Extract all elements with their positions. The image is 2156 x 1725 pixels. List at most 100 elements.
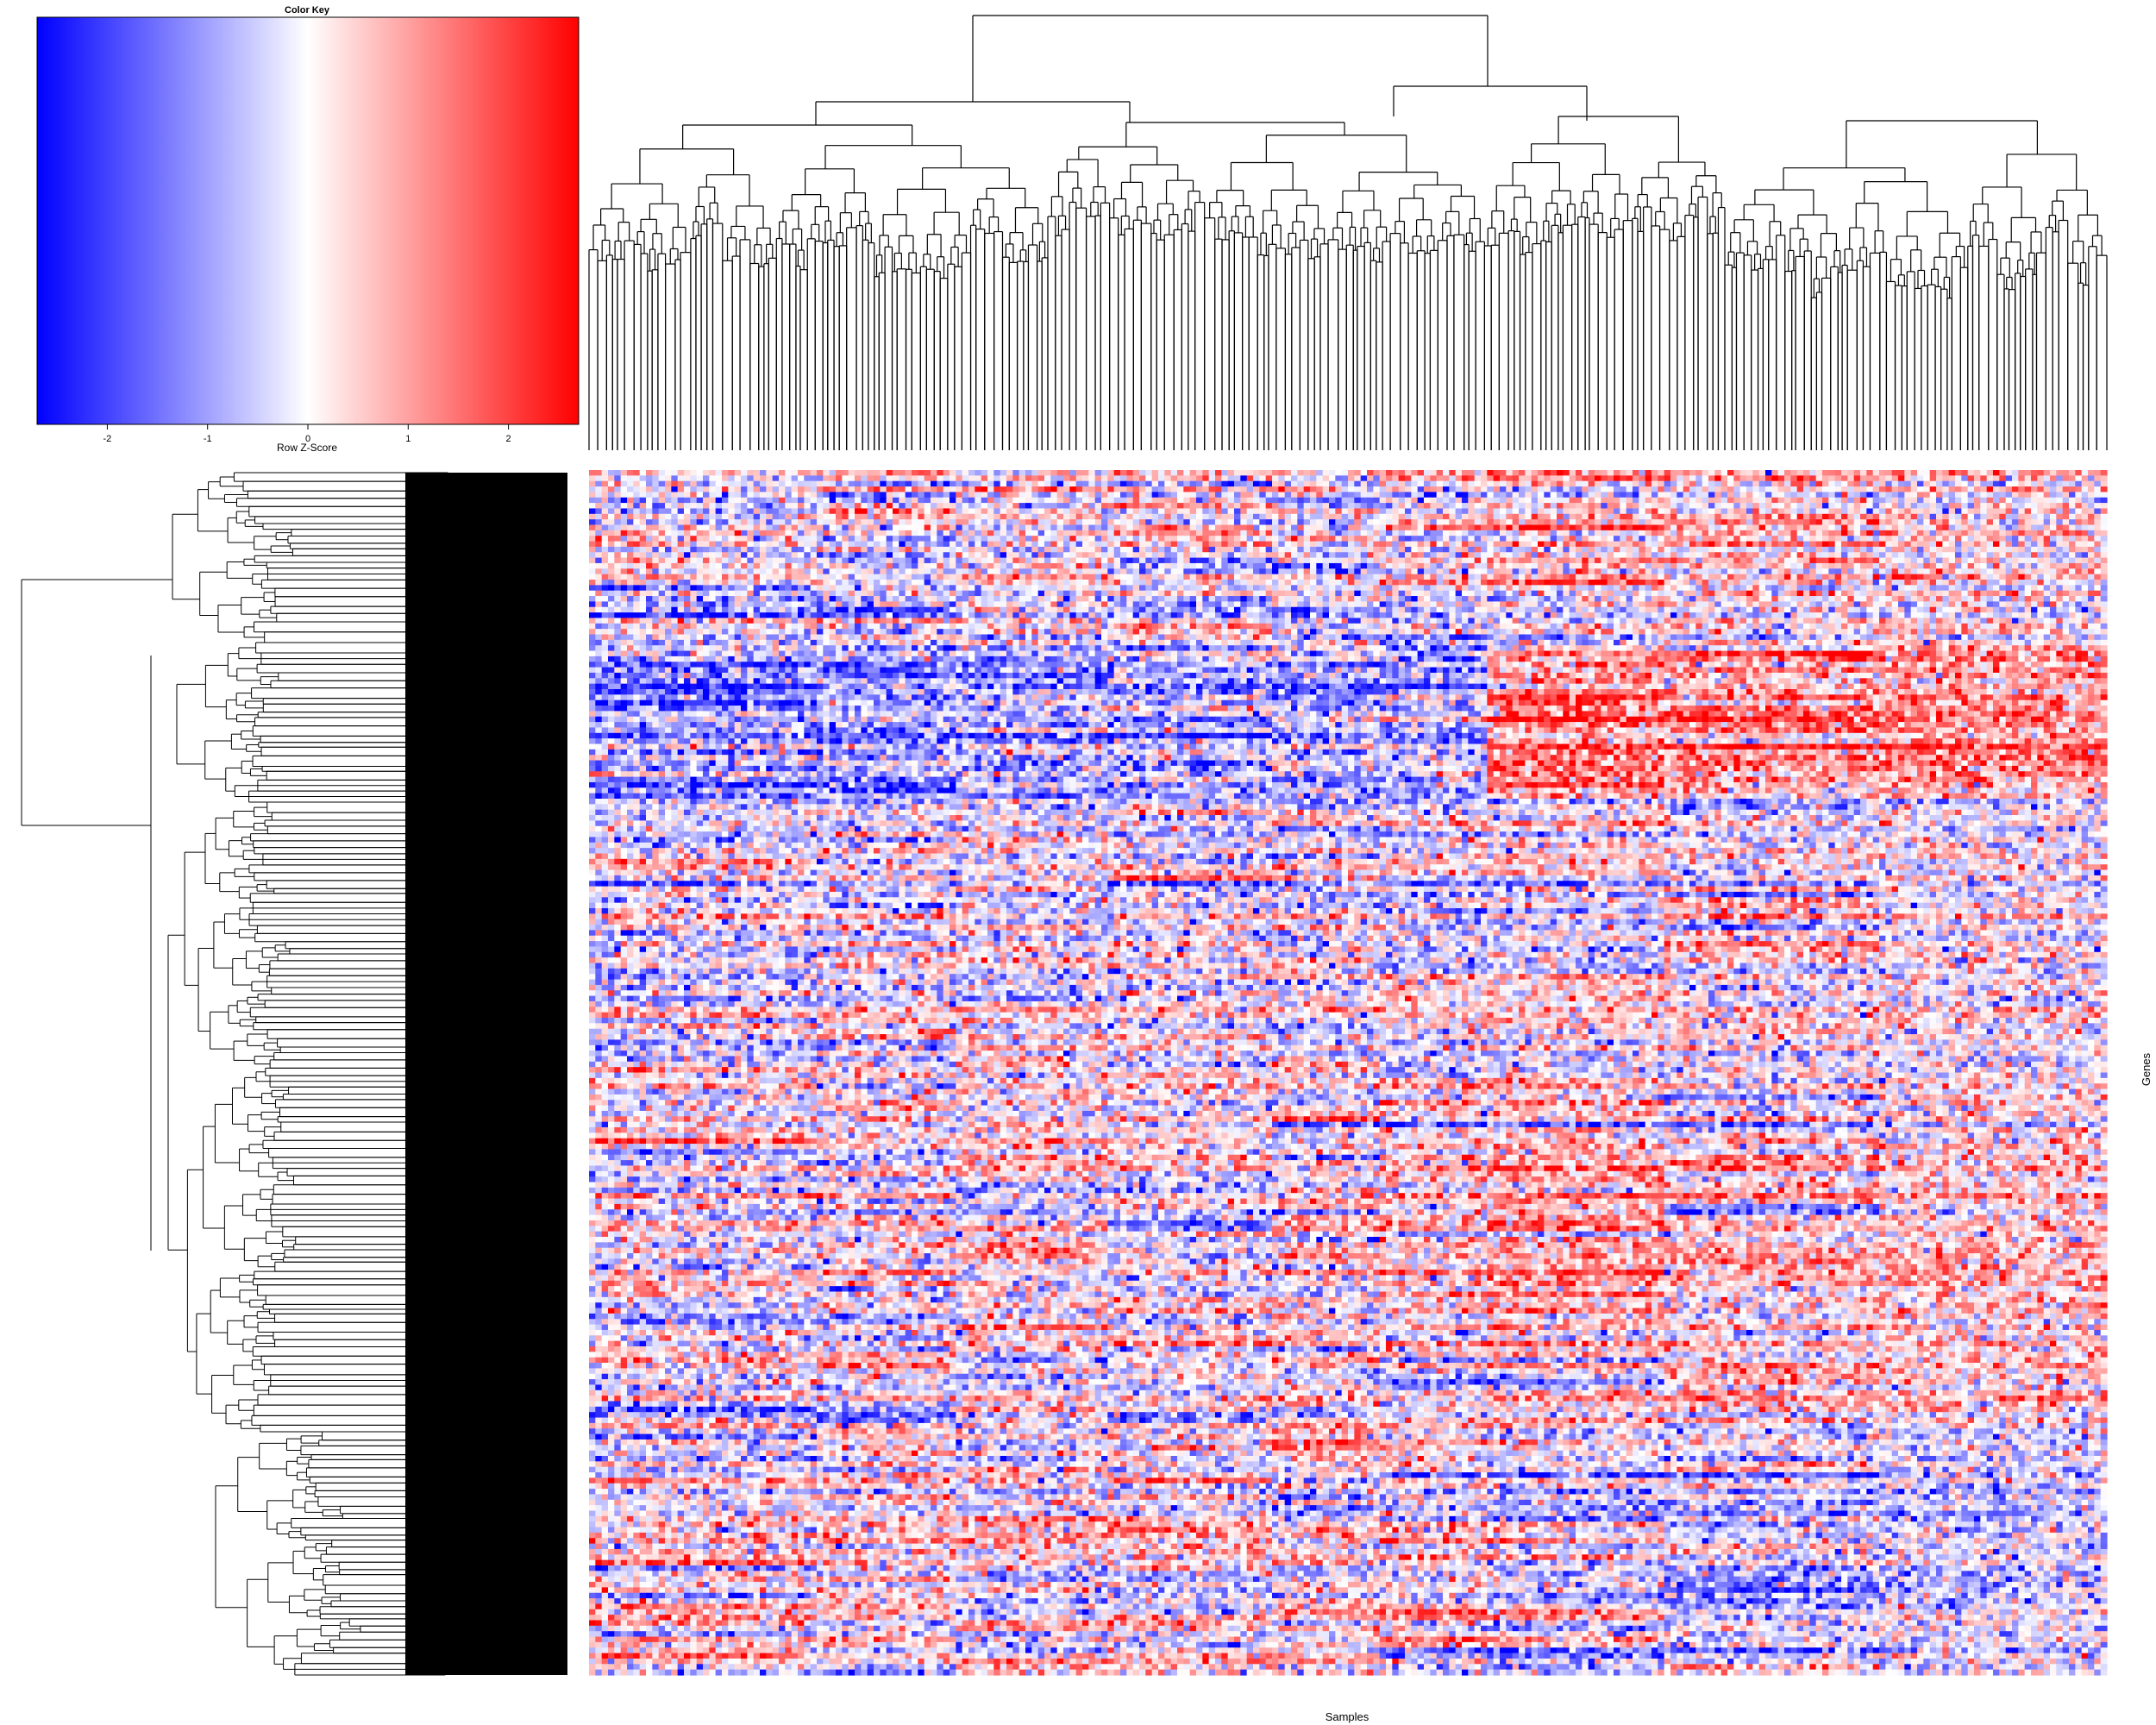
heatmap-cell — [823, 481, 830, 487]
heatmap-cell — [1500, 481, 1507, 487]
heatmap-cell — [830, 470, 837, 476]
heatmap-cell — [1999, 486, 2006, 492]
heatmap-cell — [1980, 470, 1987, 476]
heatmap-cell — [1164, 498, 1171, 504]
heatmap-cell — [830, 481, 837, 487]
heatmap-cell — [861, 481, 868, 487]
heatmap-cell — [665, 503, 672, 509]
heatmap-cell — [987, 481, 994, 487]
heatmap-cell — [811, 498, 818, 504]
heatmap-cell — [2037, 486, 2044, 492]
heatmap-cell — [1019, 470, 1026, 476]
heatmap-cell — [1898, 481, 1905, 487]
heatmap-cell — [690, 475, 697, 481]
heatmap-cell — [1683, 492, 1690, 498]
heatmap-cell — [1310, 486, 1317, 492]
heatmap-cell — [1620, 481, 1626, 487]
heatmap-cell — [899, 470, 906, 476]
heatmap-cell — [817, 486, 824, 492]
heatmap-cell — [918, 470, 924, 476]
heatmap-cell — [1044, 492, 1051, 498]
heatmap-cell — [918, 481, 924, 487]
heatmap-cell — [962, 486, 969, 492]
heatmap-cell — [880, 481, 887, 487]
heatmap-cell — [792, 492, 799, 498]
heatmap-cell — [1620, 498, 1626, 504]
heatmap-cell — [1633, 470, 1639, 476]
heatmap-cell — [1278, 475, 1285, 481]
heatmap-cell — [1854, 492, 1861, 498]
heatmap-cell — [861, 492, 868, 498]
heatmap-cell — [1158, 481, 1165, 487]
heatmap-cell — [975, 470, 981, 476]
heatmap-cell — [1608, 475, 1614, 481]
heatmap-cell — [842, 503, 849, 509]
heatmap-cell — [1012, 498, 1019, 504]
heatmap-cell — [2069, 470, 2076, 476]
heatmap-cell — [2094, 486, 2101, 492]
heatmap-cell — [2025, 481, 2032, 487]
heatmap-cell — [1063, 475, 1070, 481]
heatmap-cell — [1234, 470, 1241, 476]
heatmap-cell — [1285, 492, 1292, 498]
heatmap-cell — [1006, 503, 1013, 509]
heatmap-cell — [1481, 475, 1488, 481]
heatmap-cell — [1746, 470, 1753, 476]
heatmap-cell — [1196, 486, 1203, 492]
heatmap-cell — [1240, 503, 1247, 509]
heatmap-cell — [1835, 470, 1842, 476]
heatmap-cell — [950, 475, 956, 481]
heatmap-cell — [1424, 470, 1431, 476]
heatmap-cell — [1614, 503, 1620, 509]
heatmap-cell — [2031, 475, 2038, 481]
heatmap-cell — [1437, 481, 1444, 487]
heatmap-cell — [1677, 475, 1683, 481]
heatmap-cell — [1911, 492, 1918, 498]
heatmap-cell — [779, 486, 786, 492]
heatmap-cell — [2056, 486, 2063, 492]
heatmap-cell — [1386, 475, 1393, 481]
heatmap-cell — [1904, 486, 1911, 492]
heatmap-cell — [817, 470, 824, 476]
heatmap-cell — [918, 498, 924, 504]
heatmap-cell — [1689, 481, 1696, 487]
heatmap-cell — [1297, 475, 1304, 481]
heatmap-cell — [1968, 470, 1975, 476]
heatmap-cell — [1215, 475, 1222, 481]
heatmap-cell — [1190, 492, 1197, 498]
heatmap-cell — [1608, 492, 1614, 498]
heatmap-cell — [1456, 475, 1463, 481]
heatmap-cell — [1063, 503, 1070, 509]
heatmap-cell — [937, 492, 943, 498]
color-key-tick-label: 2 — [506, 434, 511, 444]
color-key-tick-label: 1 — [405, 434, 411, 444]
heatmap-cell — [1714, 486, 1721, 492]
heatmap-cell — [1582, 486, 1589, 492]
heatmap-cell — [1095, 486, 1102, 492]
heatmap-cell — [1399, 498, 1406, 504]
heatmap-cell — [1120, 498, 1127, 504]
heatmap-cell — [1614, 481, 1620, 487]
heatmap-cell — [1923, 481, 1930, 487]
heatmap-cell — [1645, 470, 1652, 476]
heatmap-cell — [1999, 498, 2006, 504]
heatmap-cell — [1866, 486, 1873, 492]
heatmap-cell — [1380, 503, 1387, 509]
heatmap-cell — [993, 470, 1000, 476]
heatmap-cell — [1310, 492, 1317, 498]
heatmap-cell — [1088, 492, 1095, 498]
heatmap-cell — [1272, 492, 1279, 498]
heatmap-cell — [1835, 481, 1842, 487]
heatmap-cell — [1481, 492, 1488, 498]
heatmap-cell — [1411, 486, 1418, 492]
heatmap-cell — [1651, 486, 1658, 492]
heatmap-cell — [1721, 481, 1728, 487]
heatmap-cell — [621, 486, 628, 492]
heatmap-cell — [1683, 481, 1690, 487]
heatmap-cell — [735, 486, 742, 492]
heatmap-cell — [1487, 498, 1494, 504]
heatmap-cell — [1253, 486, 1260, 492]
heatmap-cell — [602, 486, 609, 492]
heatmap-cell — [1373, 470, 1380, 476]
heatmap-cell — [741, 481, 748, 487]
